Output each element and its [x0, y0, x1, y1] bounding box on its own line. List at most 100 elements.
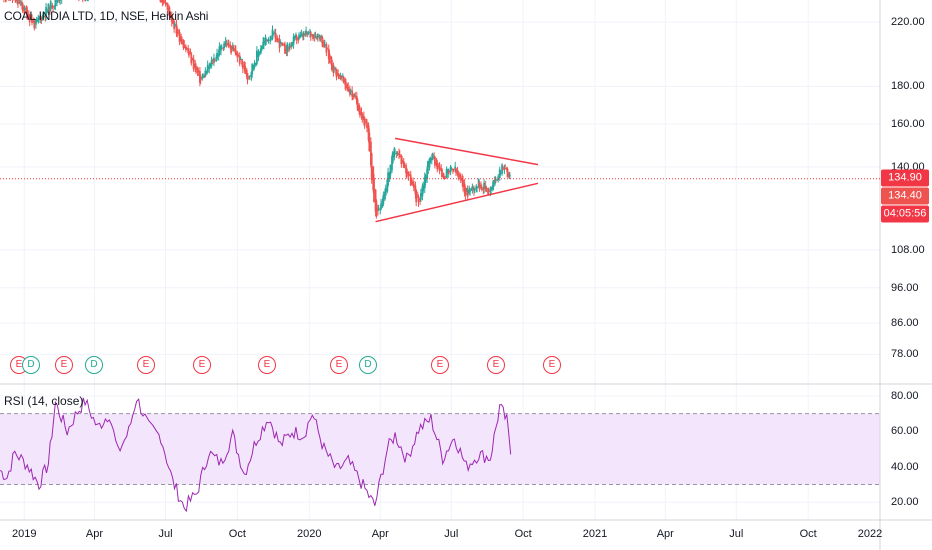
candle-body: [250, 72, 253, 77]
time-tick-label: Jul: [444, 528, 459, 540]
candle-body: [290, 45, 293, 47]
candle-body: [313, 36, 316, 38]
candle-body: [373, 177, 375, 203]
dividend-marker[interactable]: D: [359, 356, 377, 374]
candle-body: [452, 169, 455, 171]
candle-body: [487, 190, 490, 193]
candle-body: [59, 0, 62, 1]
candle-body: [492, 180, 495, 188]
time-tick-label: Oct: [228, 528, 246, 540]
candle-body: [263, 40, 265, 46]
triangle-pattern: [375, 137, 539, 223]
candle-body: [408, 174, 411, 176]
candle-body: [398, 154, 401, 158]
earnings-marker[interactable]: E: [258, 356, 276, 374]
candle-body: [257, 51, 260, 58]
candle-body: [56, 0, 59, 2]
price-tick-label: 96.00: [891, 281, 919, 294]
candle-body: [370, 153, 373, 180]
price-tick-label: 160.00: [891, 118, 925, 131]
candle-body: [58, 0, 61, 2]
candle-body: [40, 18, 43, 21]
candle-body: [269, 39, 272, 41]
candle-body: [246, 73, 249, 81]
time-tick-label: 2022: [857, 528, 883, 540]
candle-body: [366, 122, 368, 129]
candle-body: [44, 16, 47, 18]
candle-body: [333, 67, 336, 69]
candle-body: [471, 186, 474, 190]
candle-body: [252, 65, 255, 69]
candle-body: [428, 158, 431, 168]
candle-body: [457, 172, 460, 178]
candle-body: [279, 41, 282, 44]
candle-body: [299, 34, 302, 37]
candle-body: [197, 70, 200, 72]
candle-body: [183, 44, 186, 48]
candle-body: [227, 43, 230, 48]
candle-body: [37, 17, 40, 21]
candle-body: [176, 29, 179, 35]
earnings-marker[interactable]: E: [55, 356, 73, 374]
countdown-badge: 04:05:56: [881, 205, 929, 223]
candle-body: [52, 6, 54, 8]
candle-body: [499, 173, 502, 175]
candle-body: [443, 175, 446, 180]
candle-body: [274, 32, 277, 43]
candle-body: [278, 39, 281, 48]
earnings-marker[interactable]: E: [137, 356, 155, 374]
candle-body: [506, 168, 509, 178]
dividend-marker[interactable]: D: [85, 356, 103, 374]
candle-body: [305, 30, 307, 35]
candle-body: [238, 55, 241, 64]
candle-body: [174, 24, 176, 26]
candle-body: [431, 153, 434, 160]
candle-body: [24, 7, 26, 10]
candle-body: [230, 45, 233, 53]
candle-body: [253, 62, 256, 68]
earnings-marker[interactable]: E: [487, 356, 505, 374]
candle-body: [377, 209, 380, 211]
candle-body: [389, 164, 392, 176]
candle-body: [316, 34, 319, 38]
rsi-line: [0, 397, 512, 513]
rsi-title: RSI (14, close): [4, 394, 84, 408]
candle-body: [49, 1, 52, 10]
candle-body: [354, 95, 357, 97]
candle-body: [218, 46, 221, 55]
candle-body: [239, 58, 242, 60]
price-tick-label: 78.00: [891, 348, 919, 361]
triangle-upper-line: [394, 137, 539, 166]
candle-body: [375, 200, 378, 217]
candle-body: [28, 16, 31, 23]
candle-body: [316, 36, 318, 40]
candle-body: [188, 50, 190, 56]
candle-body: [356, 99, 359, 111]
candle-body: [202, 74, 204, 78]
rsi-band: [0, 413, 880, 485]
candle-body: [195, 65, 197, 70]
candle-body: [222, 47, 225, 49]
candle-body: [508, 175, 511, 177]
candle-body: [319, 35, 322, 41]
earnings-marker[interactable]: E: [193, 356, 211, 374]
candle-body: [464, 188, 467, 196]
time-tick-label: 2021: [582, 528, 608, 540]
dividend-marker[interactable]: D: [22, 356, 40, 374]
earnings-marker[interactable]: E: [543, 356, 561, 374]
candle-body: [266, 39, 269, 42]
candle-body: [56, 0, 58, 2]
candle-body: [181, 38, 183, 45]
candle-body: [220, 47, 223, 49]
candle-body: [216, 52, 218, 59]
time-tick-label: Oct: [514, 528, 532, 540]
earnings-marker[interactable]: E: [431, 356, 449, 374]
candle-body: [386, 179, 389, 192]
candle-body: [31, 18, 33, 23]
candle-body: [494, 180, 497, 182]
candle-body: [271, 29, 274, 39]
candle-body: [382, 195, 385, 204]
candle-body: [363, 118, 366, 127]
earnings-marker[interactable]: E: [330, 356, 348, 374]
